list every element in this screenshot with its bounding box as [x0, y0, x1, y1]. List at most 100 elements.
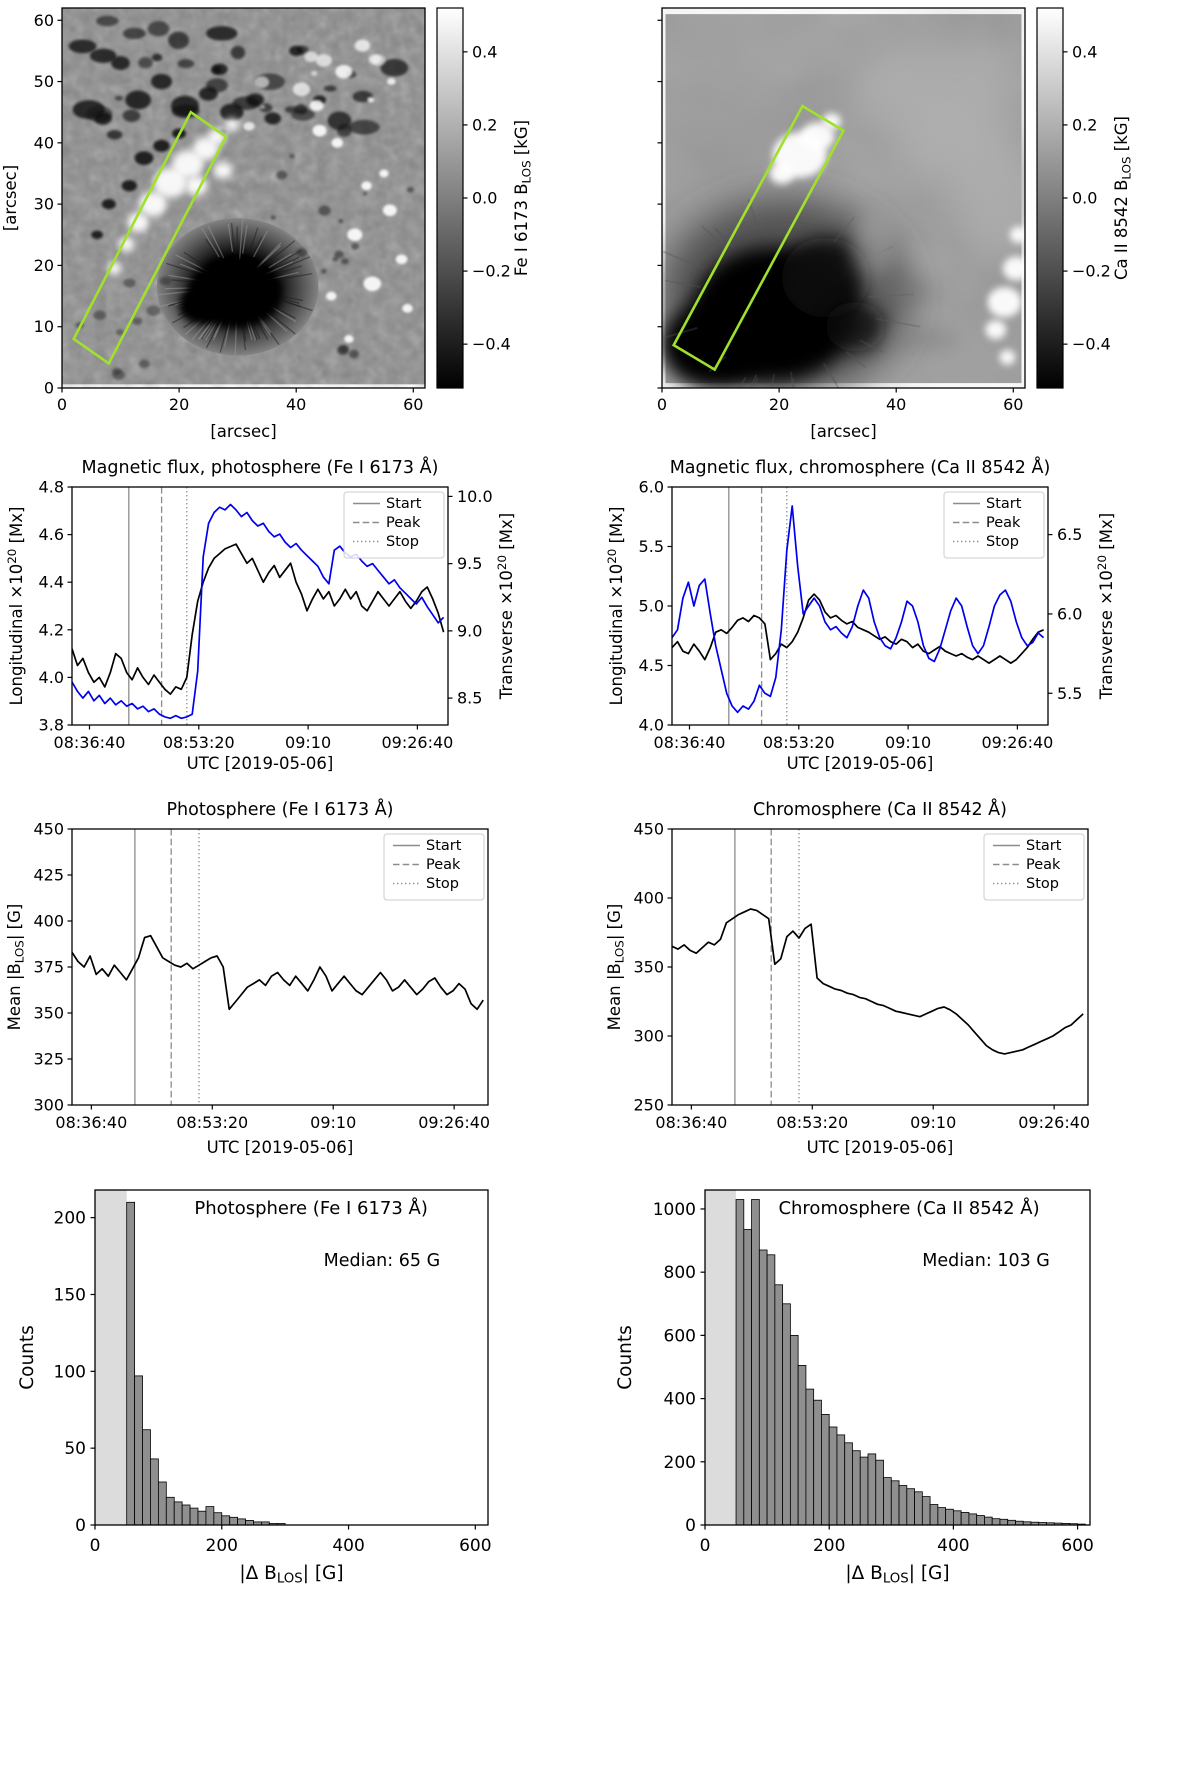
x-tick-label: 60 [1003, 395, 1023, 414]
y-tick-label: 3.8 [39, 716, 64, 735]
x-tick-label: 200 [206, 1536, 238, 1556]
y-tick-label-right: 9.0 [457, 621, 482, 640]
hist-bar [852, 1450, 861, 1526]
x-tick-label: 60 [403, 395, 423, 414]
chart-title: Chromosphere (Ca II 8542 Å) [778, 1197, 1039, 1219]
hist-bar [836, 1434, 846, 1526]
series-transverse [672, 505, 1045, 714]
hist-bar [173, 1501, 183, 1526]
legend-label: Start [1026, 838, 1062, 854]
y-axis-label-right: Transverse ×1020 [Mx] [495, 513, 516, 700]
hist-bar [197, 1510, 207, 1526]
colorbar-tick-label: 0.2 [472, 115, 497, 134]
median-annotation: Median: 65 G [324, 1251, 441, 1271]
hist-bar [976, 1515, 985, 1526]
y-axis-label-left: Mean |BLOS| [G] [5, 904, 27, 1031]
histogram-bars [126, 1201, 286, 1526]
hist-bar [968, 1513, 978, 1526]
chart-flux-chromosphere-panel: 08:36:40 08:53:20 09:10 09:26:40 UTC [2019-0… [605, 456, 1116, 773]
hist-bar [157, 1481, 167, 1526]
chart-flux_photosphere: 08:36:40 08:53:20 09:10 09:26:40 UTC [2019-0… [5, 456, 516, 773]
colorbar [1036, 7, 1064, 389]
axes-frame [661, 7, 1026, 389]
hist-bar [789, 1334, 799, 1526]
series-longitudinal [72, 543, 445, 695]
x-tick-label: 0 [57, 395, 67, 414]
y-tick-label: 4.0 [39, 668, 64, 687]
hist-bar [237, 1518, 246, 1526]
y-tick-label: 600 [664, 1326, 696, 1346]
chart-hist-chromosphere-panel: 0 200 400 600 |Δ BLOS| [G] 0 200 400 600 800 1000 C… [615, 1189, 1094, 1587]
hist-bar [221, 1515, 231, 1526]
y-tick-label: 0 [685, 1516, 696, 1536]
chart-title: Chromosphere (Ca II 8542 Å) [753, 798, 1007, 820]
x-tick-label: 20 [769, 395, 789, 414]
series-mean-blos [72, 934, 484, 1011]
legend-label: Stop [1026, 876, 1059, 892]
roi-polygon [671, 104, 846, 372]
legend-label: Start [426, 838, 462, 854]
hist-bar [937, 1507, 947, 1526]
hist-bar [805, 1388, 815, 1526]
y-tick-label-right: 5.5 [1057, 684, 1082, 703]
colorbar-tick-label: 0.4 [472, 42, 497, 61]
chart-blos-photosphere-panel: 08:36:40 08:53:20 09:10 09:26:40 UTC [2019-0… [5, 798, 490, 1157]
y-tick-label: 350 [633, 958, 664, 977]
hist-bar [797, 1364, 807, 1526]
hist-bar [189, 1507, 199, 1526]
legend-label: Stop [426, 876, 459, 892]
y-tick-label: 4.5 [639, 656, 664, 675]
y-tick-label-right: 8.5 [457, 689, 482, 708]
hist-bar [751, 1199, 760, 1526]
hist-bar [205, 1506, 215, 1526]
hist-bar [929, 1504, 939, 1526]
chart-title: Magnetic flux, photosphere (Fe I 6173 Å) [82, 456, 439, 478]
x-tick-label: 08:53:20 [176, 1113, 248, 1132]
x-tick-label: 09:26:40 [981, 733, 1053, 752]
y-tick-label: 0 [75, 1516, 86, 1536]
y-tick-label: 200 [54, 1209, 86, 1229]
colorbar-tick-label: 0.0 [1072, 189, 1097, 208]
shaded-region [705, 1190, 736, 1525]
y-tick-label: 4.6 [39, 525, 64, 544]
hist-bar [150, 1458, 159, 1526]
x-tick-label: 09:10 [310, 1113, 356, 1132]
hist-bar [766, 1254, 776, 1526]
series-transverse [72, 503, 445, 720]
median-annotation: Median: 103 G [922, 1251, 1050, 1271]
y-tick-label: 400 [33, 912, 64, 931]
colorbar-tick-label: 0.2 [1072, 115, 1097, 134]
x-tick-label: 08:36:40 [54, 733, 126, 752]
hist-bar [960, 1511, 970, 1526]
axes-frame [94, 1189, 489, 1526]
chart-flux_chromosphere: 08:36:40 08:53:20 09:10 09:26:40 UTC [2019-0… [605, 456, 1116, 773]
hist-bar [921, 1496, 931, 1526]
x-tick-label: 09:10 [885, 733, 931, 752]
x-tick-label: 600 [459, 1536, 491, 1556]
colorbar-label: Fe I 6173 BLOS [kG] [512, 120, 534, 276]
hist-bar [999, 1518, 1009, 1526]
x-tick-label: 09:26:40 [1018, 1113, 1090, 1132]
y-tick-label: 400 [664, 1390, 696, 1410]
hist-bar [952, 1510, 962, 1526]
hist-bar [758, 1249, 768, 1526]
y-tick-label: 5.5 [639, 537, 664, 556]
x-tick-label: 0 [90, 1536, 101, 1556]
hist-bar [245, 1519, 254, 1526]
y-tick-label: 1000 [653, 1200, 696, 1220]
hist-bar [1007, 1519, 1016, 1526]
chart-title: Magnetic flux, chromosphere (Ca II 8542 … [670, 456, 1051, 478]
histogram-bars [735, 1199, 1086, 1526]
y-tick-label: 50 [64, 1439, 86, 1459]
photosphere-magnetogram-image [62, 8, 425, 385]
y-axis-label: Counts [615, 1325, 636, 1390]
x-axis-label: UTC [2019-05-06] [787, 754, 934, 773]
legend-label: Peak [426, 857, 461, 873]
chart-title: Photosphere (Fe I 6173 Å) [166, 798, 393, 820]
hist-bar [867, 1453, 877, 1526]
roi-polygon [72, 110, 228, 366]
x-tick-label: 600 [1061, 1536, 1093, 1556]
hist-bar [844, 1442, 853, 1526]
colorbar-tick-label: −0.4 [472, 335, 511, 354]
y-tick-label: 6.0 [639, 478, 664, 497]
